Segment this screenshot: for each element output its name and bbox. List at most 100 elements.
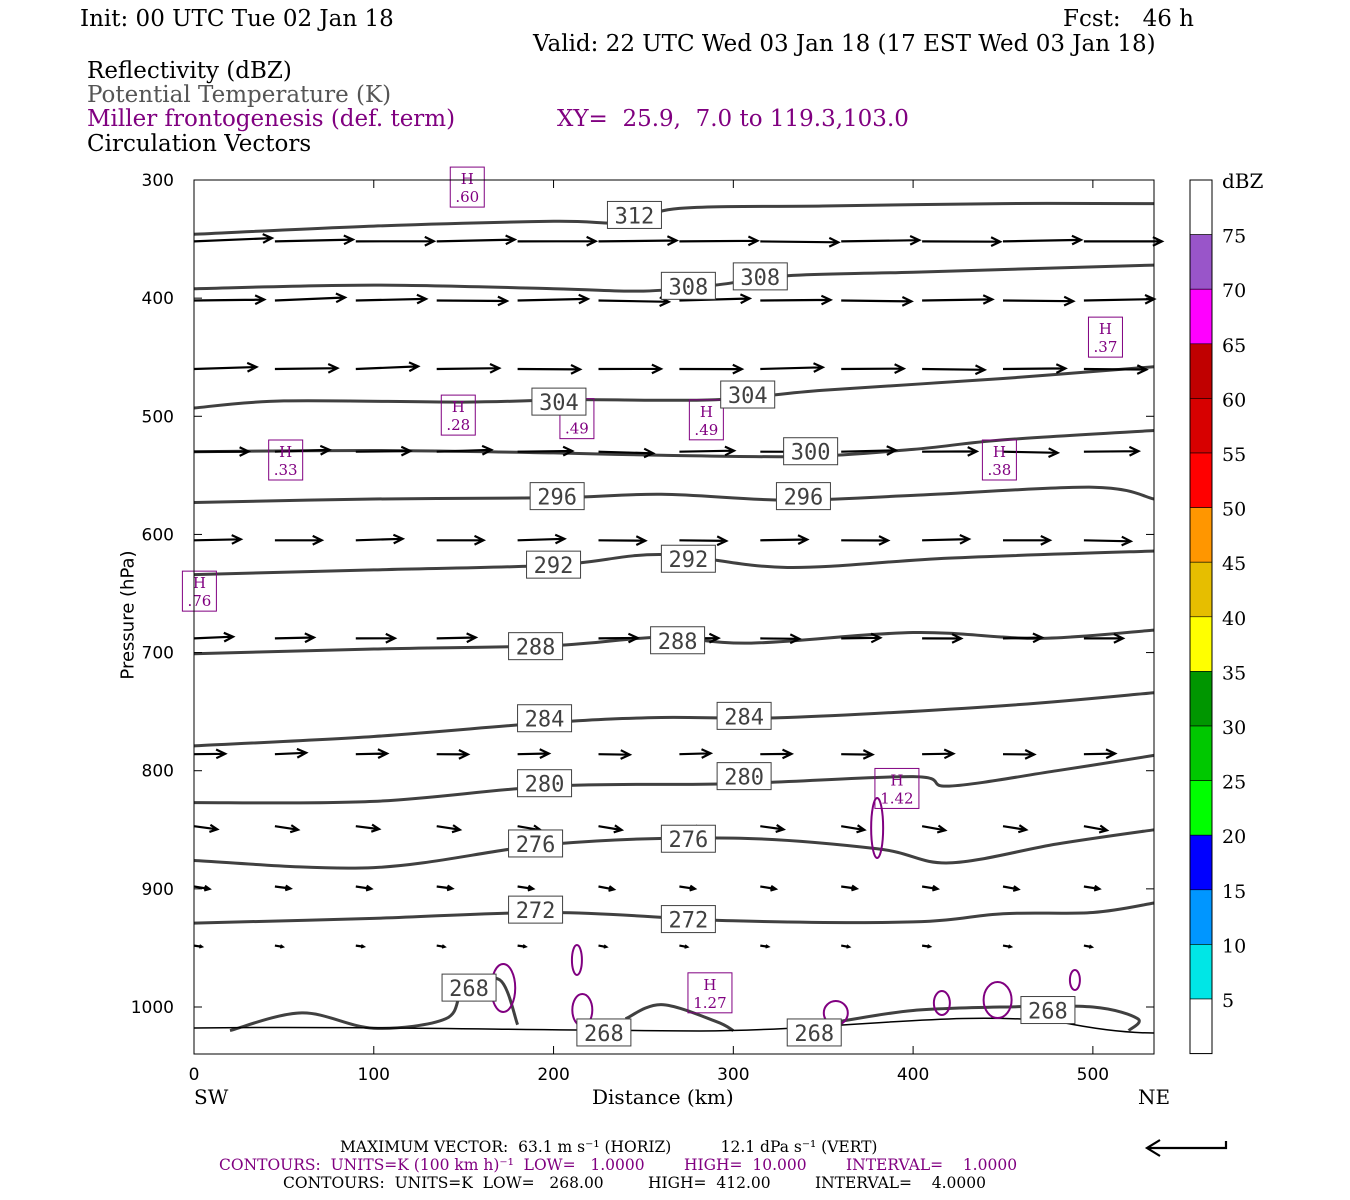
y-tick-label: 800 — [142, 762, 174, 782]
colorbar-swatch — [1189, 343, 1213, 399]
frontogenesis-max-value: 1.27 — [693, 994, 726, 1012]
circulation-vector — [1002, 363, 1068, 374]
theta-label: 276 — [516, 833, 556, 858]
theta-label-box — [1020, 996, 1076, 1025]
circulation-vector — [274, 944, 286, 949]
frontogenesis-max-box — [688, 399, 724, 441]
theta-label: 268 — [1028, 1000, 1068, 1025]
circulation-vector — [598, 944, 609, 949]
circulation-vector — [760, 748, 795, 760]
circulation-vector — [841, 535, 891, 546]
colorbar-tick-label: 45 — [1222, 553, 1246, 575]
theta-label-box — [517, 704, 573, 733]
circulation-vector — [193, 446, 252, 457]
plot-frame — [193, 179, 1155, 1055]
forecast-hour: Fcst: 46 h — [1063, 6, 1194, 32]
circulation-vector — [922, 446, 980, 457]
theta-label: 300 — [791, 441, 831, 466]
theta-label: 296 — [784, 486, 824, 511]
circulation-vector — [1002, 824, 1029, 834]
circulation-vector — [760, 236, 841, 248]
circulation-vector — [355, 445, 413, 457]
frontogenesis-max-label: H — [700, 403, 713, 421]
x-tick-label: 100 — [358, 1065, 390, 1085]
colorbar-tick-label: 65 — [1222, 335, 1246, 357]
circulation-vector — [355, 944, 367, 949]
theta-label-box — [660, 905, 716, 934]
circulation-vector — [436, 824, 463, 834]
theta-label: 272 — [669, 909, 709, 934]
colorbar-swatch — [1189, 616, 1213, 672]
theta-label-box — [606, 200, 662, 229]
circulation-vector — [193, 944, 205, 949]
theta-label: 308 — [669, 275, 709, 300]
circulation-vector — [1083, 535, 1134, 547]
y-tick-label: 1000 — [131, 998, 174, 1018]
circulation-vector — [760, 944, 771, 949]
circulation-vector — [1083, 633, 1126, 644]
colorbar-frame — [1189, 179, 1213, 1055]
theta-label-box — [660, 544, 716, 573]
theta-label-box — [508, 829, 564, 858]
circulation-vector — [1083, 293, 1157, 305]
x-tick-label: 300 — [717, 1065, 749, 1085]
circulation-vector — [517, 533, 567, 545]
circulation-vector — [517, 364, 583, 375]
theta-contour-312 — [193, 201, 1155, 236]
circulation-vector — [1083, 236, 1165, 247]
y-tick-label: 700 — [142, 644, 174, 664]
frontogenesis-max-label: H — [703, 976, 716, 994]
frontogenesis-max-label: H — [461, 170, 474, 188]
circulation-vector — [679, 535, 729, 547]
circulation-vector — [679, 944, 690, 949]
theta-label: 280 — [525, 773, 565, 798]
circulation-vector — [355, 823, 382, 833]
frontogenesis-max-box — [440, 394, 476, 436]
theta-label: 268 — [584, 1022, 624, 1047]
colorbar-tick-label: 40 — [1222, 608, 1246, 630]
theta-label: 292 — [534, 554, 574, 579]
colorbar-swatch — [1189, 834, 1213, 891]
circulation-vector — [274, 884, 293, 892]
circulation-vector — [841, 944, 852, 949]
colorbar-swatch — [1189, 234, 1213, 290]
valid-time: Valid: 22 UTC Wed 03 Jan 18 (17 EST Wed … — [533, 31, 1156, 57]
circulation-vector — [598, 535, 648, 546]
theta-label-box — [526, 550, 582, 579]
theta-contour-268 — [229, 976, 520, 1033]
circulation-vector — [1083, 748, 1118, 760]
circulation-vector — [1002, 447, 1061, 458]
theta-label: 268 — [794, 1022, 834, 1047]
circulation-vector — [436, 632, 479, 644]
colorbar-tick-label: 15 — [1222, 881, 1246, 903]
colorbar-swatch — [1189, 452, 1213, 508]
circulation-vector — [679, 884, 698, 892]
circulation-vector — [679, 363, 745, 375]
circulation-vector — [1083, 884, 1102, 892]
colorbar-title: dBZ — [1222, 169, 1264, 193]
circulation-vector — [1083, 824, 1110, 834]
frontogenesis-max-label: H — [993, 443, 1006, 461]
circulation-vector — [436, 444, 494, 456]
theta-label-box — [508, 632, 564, 661]
footer-contours-theta: CONTOURS: UNITS=K LOW= 268.00 HIGH= 412.… — [283, 1174, 986, 1192]
colorbar-tick-label: 5 — [1222, 990, 1234, 1012]
circulation-vector — [922, 748, 956, 760]
circulation-vector — [598, 749, 633, 760]
circulation-vector — [598, 296, 672, 307]
frontogenesis-max-value: .37 — [1094, 338, 1118, 356]
circulation-vector — [922, 236, 1003, 247]
circulation-vector — [679, 235, 760, 247]
colorbar-swatch — [1189, 725, 1213, 781]
frontogenesis-max-box — [687, 972, 733, 1014]
circulation-vector — [1002, 749, 1037, 760]
circulation-vector — [193, 631, 236, 643]
frontogenesis-max-value: .28 — [446, 416, 470, 434]
theta-contour-296 — [193, 485, 1155, 504]
cross-section-xy: XY= 25.9, 7.0 to 119.3,103.0 — [557, 106, 909, 132]
circulation-vector — [598, 447, 656, 459]
circulation-vector — [841, 296, 914, 307]
circulation-vector — [355, 884, 374, 892]
circulation-vector — [274, 632, 317, 644]
circulation-vector — [436, 534, 487, 546]
